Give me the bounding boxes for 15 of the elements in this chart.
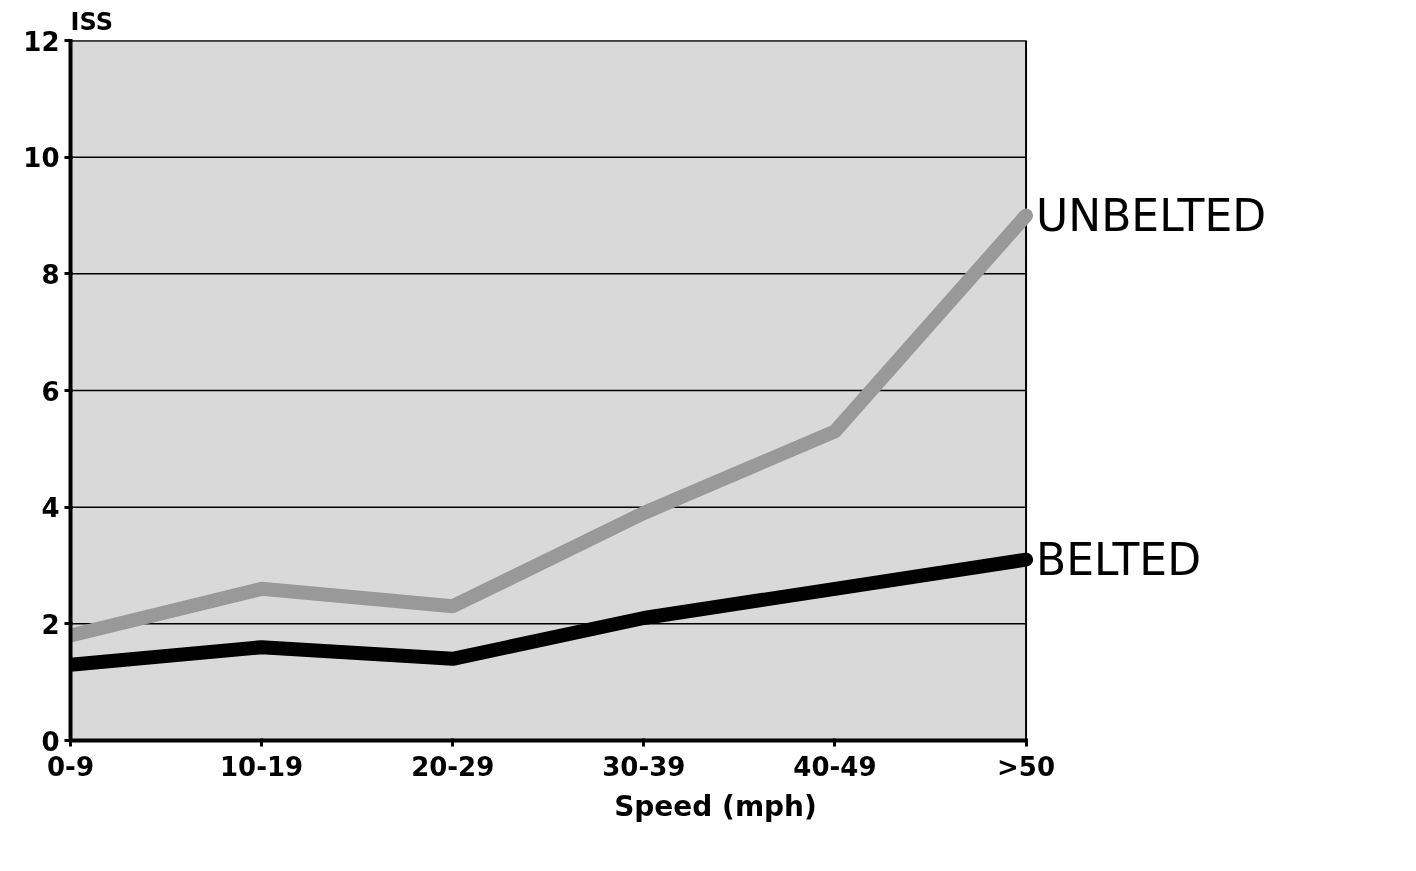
x-tick-label: >50 (997, 751, 1056, 782)
y-tick-label: 12 (23, 26, 60, 57)
y-tick-label: 6 (41, 376, 60, 407)
x-tick-label: 10-19 (220, 751, 304, 782)
y-axis-title: ISS (70, 7, 113, 36)
x-tick-label: 20-29 (411, 751, 495, 782)
y-tick-label: 8 (41, 259, 60, 290)
y-tick-label: 4 (41, 493, 60, 524)
x-tick-label: 30-39 (602, 751, 686, 782)
series-label: UNBELTED (1036, 190, 1267, 241)
series-label: BELTED (1036, 534, 1202, 586)
x-tick-label: 40-49 (793, 751, 877, 782)
x-axis-title: Speed (mph) (614, 789, 817, 823)
y-tick-label: 10 (23, 143, 60, 174)
y-tick-label: 2 (41, 609, 60, 640)
